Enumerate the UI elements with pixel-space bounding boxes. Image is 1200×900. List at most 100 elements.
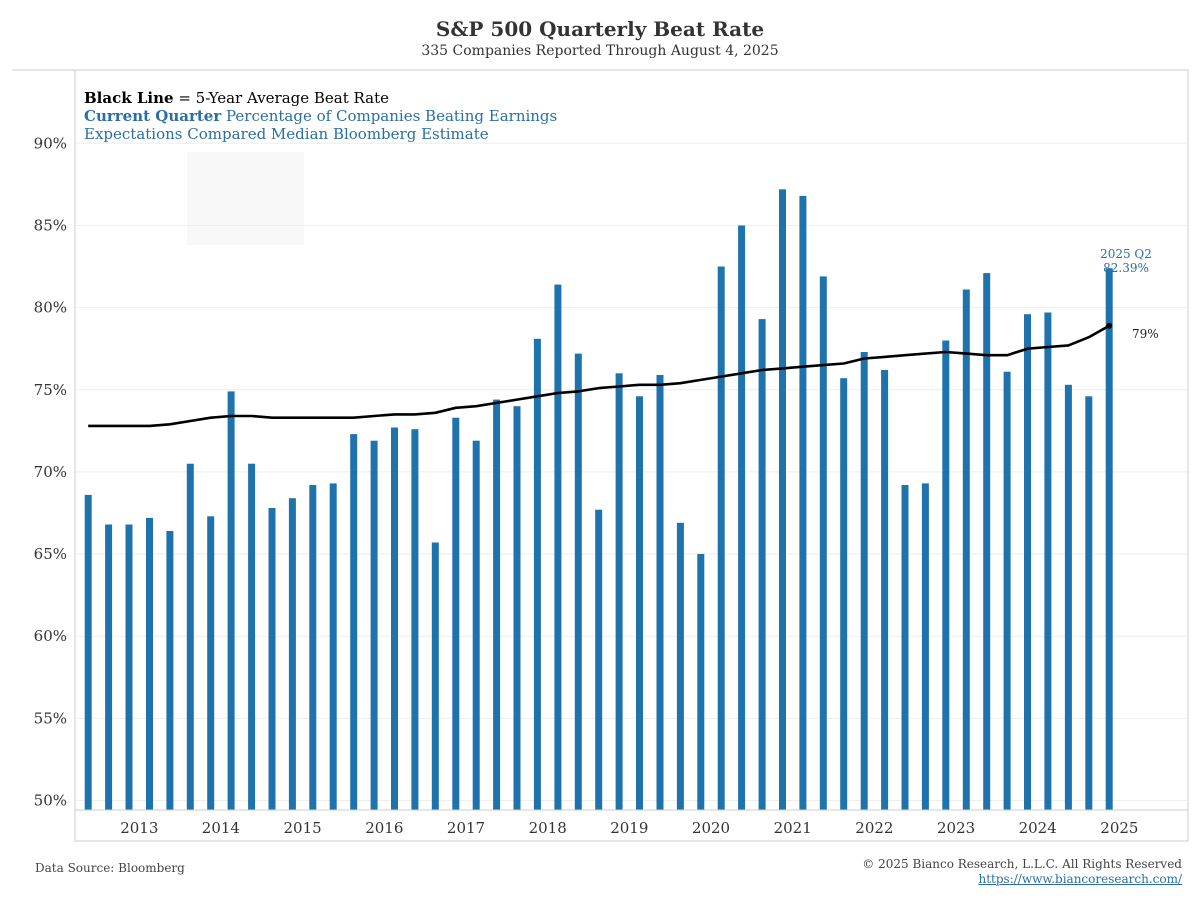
bar: [370, 440, 378, 810]
bar: [472, 440, 480, 810]
bar: [758, 319, 766, 810]
bar: [1064, 384, 1072, 810]
bar: [146, 517, 153, 810]
copyright: © 2025 Bianco Research, L.L.C. All Right…: [862, 857, 1182, 871]
bar: [860, 352, 868, 810]
bar: [84, 494, 92, 810]
bar: [1105, 268, 1113, 810]
x-year-label: 2014: [202, 819, 240, 837]
bar: [636, 396, 643, 810]
x-year-label: 2019: [610, 819, 648, 837]
average-end-marker: [1106, 322, 1113, 329]
bar: [840, 378, 848, 810]
chart-title: S&P 500 Quarterly Beat Rate: [435, 17, 765, 41]
website-link[interactable]: https://www.biancoresearch.com/: [978, 872, 1182, 886]
avg-end-label: 79%: [1132, 327, 1159, 341]
bar: [391, 427, 398, 810]
y-tick-label: 90%: [34, 134, 67, 152]
bar: [615, 373, 623, 810]
bar: [166, 531, 174, 810]
bar: [329, 483, 337, 810]
y-axis-ticks: 50% 55% 60% 65% 70% 75% 80% 85% 90%: [34, 134, 67, 809]
bar: [962, 289, 970, 810]
x-year-label: 2020: [692, 819, 730, 837]
bar: [881, 370, 889, 810]
chart-subtitle: 335 Companies Reported Through August 4,…: [421, 43, 779, 59]
bar: [105, 524, 113, 810]
y-tick-label: 55%: [34, 709, 67, 727]
y-tick-label: 60%: [34, 627, 67, 645]
last-bar-label-value: 82.39%: [1103, 261, 1149, 275]
bar: [1044, 312, 1052, 810]
bar: [819, 276, 827, 810]
legend-current-bold: Current Quarter: [84, 107, 222, 125]
bar: [983, 273, 991, 810]
average-line: [88, 322, 1113, 428]
legend-line-1: Black Line = 5-Year Average Beat Rate: [84, 89, 389, 107]
x-year-label: 2024: [1019, 819, 1057, 837]
x-year-label: 2018: [529, 819, 567, 837]
x-year-label: 2015: [284, 819, 322, 837]
faint-box: [187, 152, 304, 245]
bar: [350, 434, 358, 810]
bar: [779, 189, 786, 810]
x-year-label: 2017: [447, 819, 485, 837]
bar: [533, 338, 541, 810]
x-year-label: 2013: [120, 819, 158, 837]
bar: [207, 516, 215, 810]
legend-black-line-text: = 5-Year Average Beat Rate: [174, 89, 390, 107]
y-tick-label: 65%: [34, 545, 67, 563]
x-year-label: 2021: [774, 819, 812, 837]
plot-frame: [74, 69, 1189, 842]
bar: [1024, 314, 1031, 810]
x-year-label: 2022: [855, 819, 893, 837]
y-tick-label: 50%: [34, 792, 67, 810]
legend-line-3: Expectations Compared Median Bloomberg E…: [84, 125, 489, 143]
bar: [676, 522, 684, 810]
bar: [493, 399, 501, 810]
bar: [574, 353, 582, 810]
bar: [1003, 371, 1011, 810]
bar: [656, 375, 664, 810]
bar: [125, 524, 133, 810]
data-source: Data Source: Bloomberg: [35, 861, 185, 875]
x-axis-year-labels: 2013 2014 2015 2016 2017 2018 2019 2020 2021 2022…: [120, 819, 1138, 837]
footer-right: © 2025 Bianco Research, L.L.C. All Right…: [862, 857, 1182, 887]
bar-series: [84, 189, 1113, 810]
bar: [554, 284, 562, 810]
y-tick-label: 75%: [34, 381, 67, 399]
x-year-label: 2025: [1100, 819, 1138, 837]
bar: [288, 498, 296, 810]
bar: [1085, 396, 1093, 810]
bar: [248, 463, 256, 810]
average-line-path: [88, 324, 1110, 428]
bar: [452, 417, 460, 810]
bar: [513, 406, 521, 810]
bar: [942, 340, 950, 810]
chart-header: S&P 500 Quarterly Beat Rate 335 Companie…: [0, 0, 1200, 70]
bar: [309, 485, 317, 810]
bar: [738, 225, 746, 810]
legend-current-text: Percentage of Companies Beating Earnings: [221, 107, 557, 125]
last-bar-label-quarter: 2025 Q2: [1100, 247, 1152, 261]
x-year-label: 2023: [937, 819, 975, 837]
y-tick-label: 80%: [34, 299, 67, 317]
bar: [697, 554, 705, 810]
bar: [431, 542, 439, 810]
gridlines: [76, 142, 1187, 801]
x-year-label: 2016: [365, 819, 403, 837]
bar: [268, 508, 276, 810]
bar: [595, 509, 603, 810]
bar: [799, 195, 807, 810]
bar: [717, 266, 725, 810]
bar: [411, 429, 419, 810]
bar: [227, 391, 235, 810]
bar: [921, 483, 929, 810]
bar: [901, 485, 909, 810]
y-tick-label: 85%: [34, 216, 67, 234]
legend-black-line-bold: Black Line: [84, 89, 174, 107]
legend-line-2: Current Quarter Percentage of Companies …: [84, 107, 557, 125]
bar: [186, 463, 194, 810]
y-tick-label: 70%: [34, 463, 67, 481]
